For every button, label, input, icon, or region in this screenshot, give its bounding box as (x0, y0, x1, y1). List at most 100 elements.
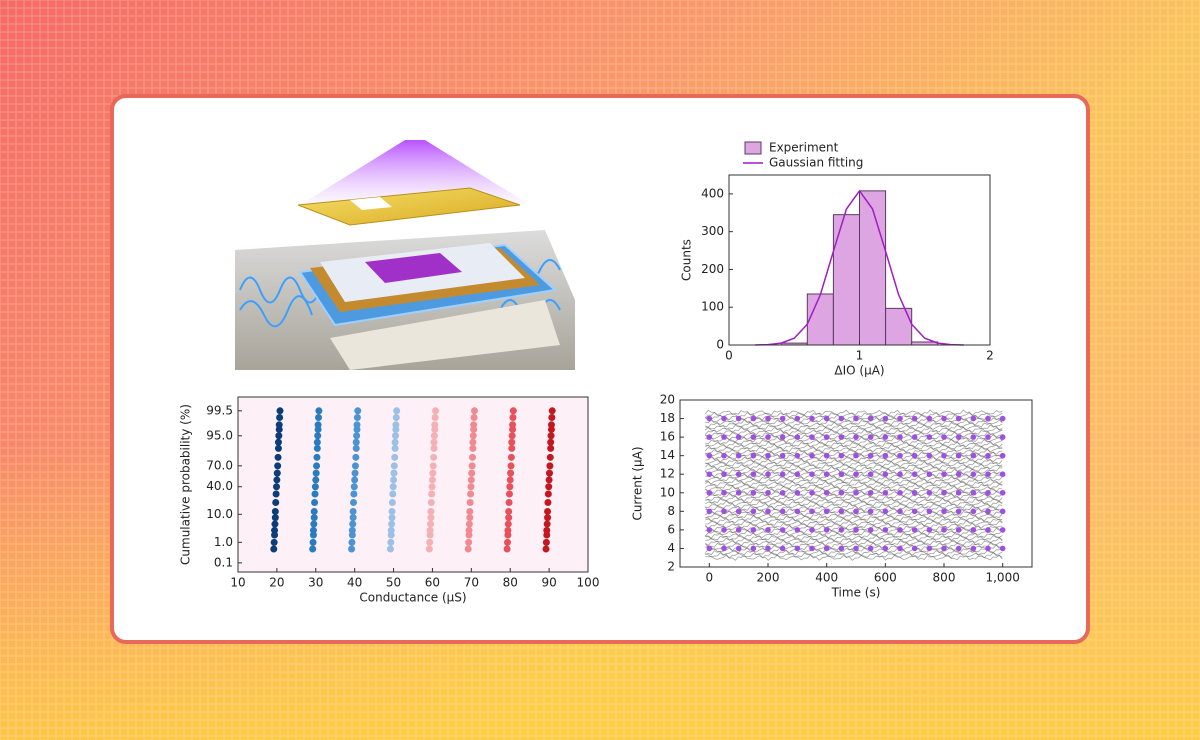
point (897, 508, 903, 515)
point (838, 471, 845, 478)
point (941, 434, 947, 440)
point (353, 413, 361, 421)
point (765, 471, 771, 478)
point (999, 489, 1006, 496)
point (546, 462, 554, 470)
y-tick-label: 10 (660, 485, 675, 499)
point (882, 471, 889, 478)
point (823, 527, 830, 533)
point (706, 508, 713, 515)
y-tick-label: 8 (667, 504, 675, 518)
point (911, 527, 918, 533)
y-tick-label: 95.0 (206, 428, 233, 442)
noise-trace (705, 443, 1003, 451)
noise-trace (705, 458, 1003, 466)
point (504, 526, 512, 534)
point (955, 415, 962, 422)
point (547, 421, 555, 429)
point (390, 476, 398, 484)
point (911, 434, 918, 440)
point (779, 489, 786, 496)
point (706, 415, 713, 422)
noise-trace (705, 409, 1003, 416)
x-tick-label: 30 (308, 576, 323, 590)
point (311, 483, 319, 491)
point (430, 438, 438, 446)
point (765, 452, 771, 459)
point (809, 471, 815, 478)
point (735, 452, 742, 459)
point (779, 415, 786, 422)
point (544, 514, 552, 522)
point (427, 507, 435, 515)
point (430, 432, 438, 440)
point (794, 415, 801, 422)
point (823, 508, 830, 515)
legend-label: Experiment (769, 141, 839, 155)
noise-trace (705, 475, 1003, 483)
point (508, 432, 516, 440)
point (274, 444, 282, 452)
point (388, 507, 396, 515)
x-axis-label: Conductance (μS) (359, 591, 466, 605)
y-tick-label: 0 (716, 338, 724, 352)
y-tick-label: 2 (667, 560, 675, 574)
point (809, 508, 815, 515)
legend-swatch (744, 141, 762, 155)
point (543, 526, 551, 534)
point (809, 434, 815, 440)
point (838, 545, 845, 552)
point (926, 527, 933, 533)
point (750, 489, 757, 496)
point (428, 490, 436, 498)
point (388, 514, 396, 522)
point (735, 545, 742, 552)
point (350, 483, 358, 491)
point (853, 508, 859, 515)
point (779, 508, 786, 515)
point (505, 499, 513, 507)
point (721, 452, 727, 459)
point (431, 413, 439, 421)
point (941, 471, 947, 478)
y-tick-label: 40.0 (206, 479, 233, 493)
point (310, 514, 318, 522)
point (507, 453, 515, 461)
point (271, 507, 279, 515)
point (387, 538, 395, 546)
point (882, 508, 889, 515)
illustration (235, 140, 575, 370)
point (867, 434, 874, 440)
point (275, 421, 283, 429)
point (970, 489, 977, 496)
noise-trace (705, 495, 1003, 502)
y-tick-label: 14 (660, 448, 675, 462)
point (926, 415, 933, 422)
point (503, 545, 511, 553)
y-tick-label: 1.0 (214, 535, 233, 549)
point (314, 432, 322, 440)
point (853, 489, 859, 496)
noise-trace (705, 426, 1003, 433)
point (867, 489, 874, 496)
point (505, 490, 513, 498)
point (867, 508, 874, 515)
point (955, 508, 962, 515)
y-tick-label: 400 (701, 186, 724, 200)
point (926, 434, 933, 440)
point (779, 471, 786, 478)
point (809, 415, 815, 422)
point (352, 438, 360, 446)
x-tick-label: 50 (386, 576, 401, 590)
point (276, 413, 284, 421)
point (548, 413, 556, 421)
point (315, 407, 323, 415)
point (779, 527, 786, 533)
x-tick-label: 0 (725, 349, 733, 363)
plot-area (238, 397, 588, 572)
point (765, 489, 771, 496)
point (350, 499, 357, 507)
y-axis-label: Current (μA) (631, 446, 645, 520)
point (271, 526, 279, 534)
